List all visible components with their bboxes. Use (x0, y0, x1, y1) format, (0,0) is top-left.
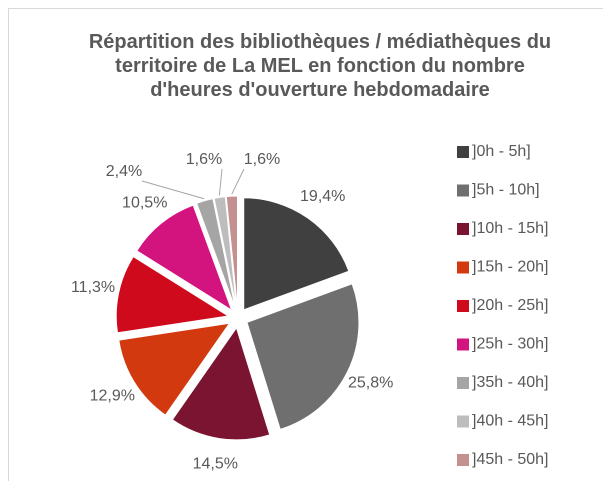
data-label: 2,4% (106, 163, 142, 180)
frame (8, 8, 603, 481)
legend-label: ]15h - 20h] (472, 259, 549, 276)
legend-label: ]40h - 45h] (472, 413, 549, 430)
leader-line (231, 168, 245, 195)
legend-label: ]25h - 30h] (472, 336, 549, 353)
pie-slice (213, 196, 237, 309)
legend-label: ]5h - 10h] (472, 182, 540, 199)
leader-line (141, 180, 205, 200)
data-label: 19,4% (300, 188, 345, 205)
legend-swatch (457, 261, 469, 274)
pie-slice (136, 204, 233, 312)
pie-slice (246, 283, 360, 430)
legend-label: ]20h - 25h] (472, 297, 549, 314)
legend-label: ]35h - 40h] (472, 374, 549, 391)
legend-swatch (457, 146, 469, 158)
data-label: 10,5% (122, 194, 167, 211)
data-label: 1,6% (244, 151, 280, 168)
legend-swatch (457, 415, 469, 428)
legend-swatch (457, 454, 469, 466)
chart-title: Répartition des bibliothèques / médiathè… (88, 31, 552, 101)
data-label: 25,8% (348, 375, 393, 392)
legend-swatch (457, 184, 469, 197)
data-label: 12,9% (90, 387, 135, 404)
data-label: 11,3% (71, 279, 115, 296)
legend-swatch (457, 223, 469, 235)
data-label: 1,6% (186, 151, 222, 168)
legend-swatch (457, 338, 469, 351)
pie-slice (115, 255, 230, 334)
pie-slice (225, 195, 238, 309)
leader-line (218, 168, 223, 196)
pie-slice (118, 322, 231, 416)
legend-swatch (457, 377, 469, 389)
legend-label: ]0h - 5h] (472, 143, 531, 160)
pie-slice (196, 198, 236, 309)
legend-label: ]45h - 50h] (472, 451, 549, 468)
pie-slice (171, 326, 271, 441)
pie-slice (243, 197, 350, 311)
data-label: 14,5% (193, 455, 238, 472)
legend-swatch (457, 300, 469, 312)
legend-label: ]10h - 15h] (472, 220, 549, 237)
